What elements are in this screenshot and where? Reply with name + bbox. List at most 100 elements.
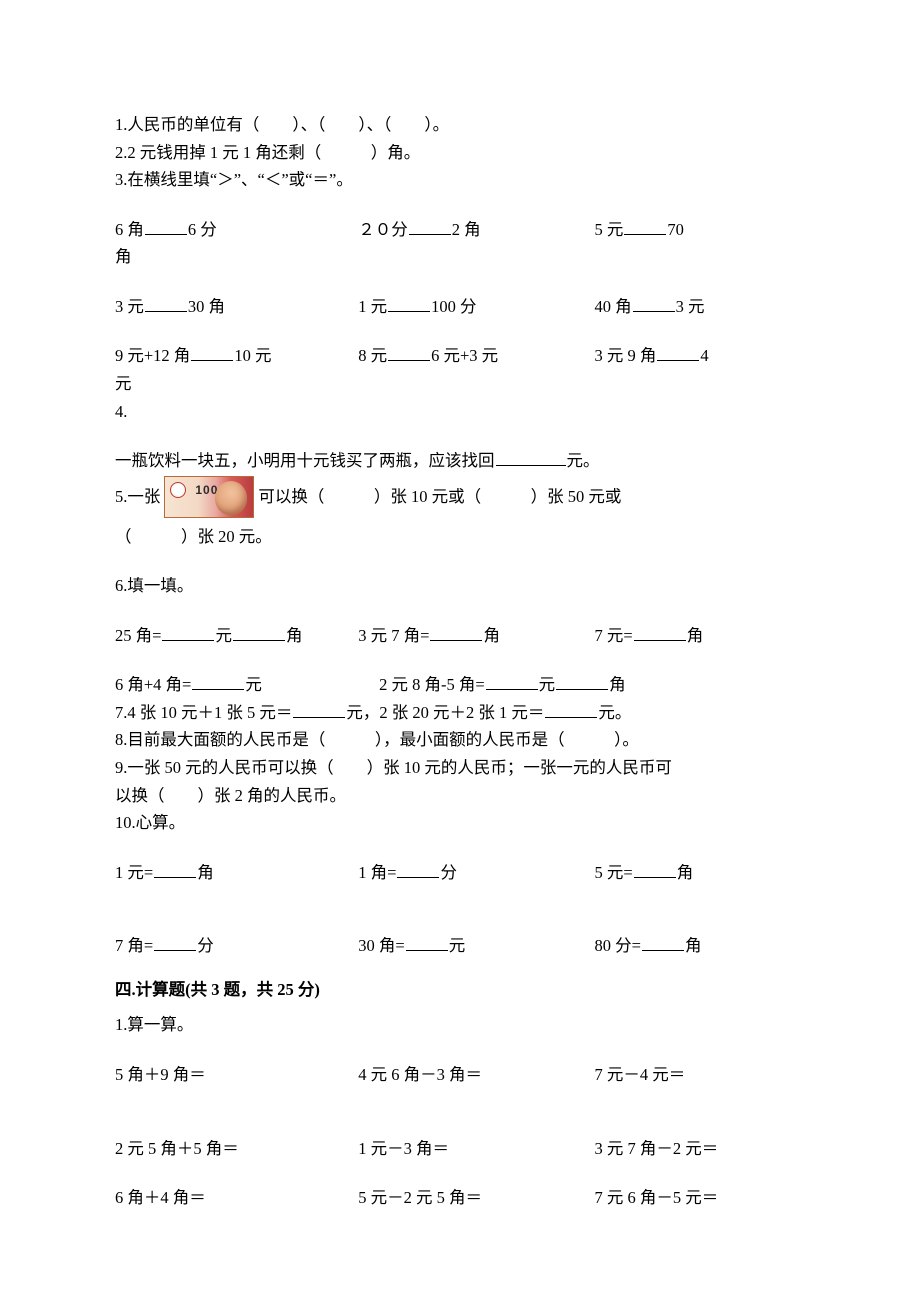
fill-blank[interactable] (430, 624, 482, 641)
q10-row2: 7 角=分 30 角=元 80 分=角 (115, 933, 810, 959)
text: 40 角 (595, 297, 632, 316)
cell: 7 元－4 元＝ (595, 1062, 810, 1088)
fill-blank[interactable] (192, 674, 244, 691)
q4-number: 4. (115, 399, 810, 425)
text: 2 元 8 角-5 角= (379, 675, 485, 694)
q10-header: 10.心算。 (115, 810, 810, 836)
fill-blank[interactable] (145, 218, 187, 235)
fill-blank[interactable] (388, 345, 430, 362)
text: 可以换（ ）张 10 元或（ ）张 50 元或 (258, 484, 621, 510)
fill-blank[interactable] (634, 624, 686, 641)
text: 分 (197, 936, 214, 955)
fill-blank[interactable] (162, 624, 214, 641)
fill-blank[interactable] (634, 861, 676, 878)
q1: 1.人民币的单位有（ ）、（ ）、（ ）。 (115, 112, 810, 138)
text: 角 (483, 626, 500, 645)
text: 6 角+4 角= (115, 675, 191, 694)
fill-blank[interactable] (486, 674, 538, 691)
text: 元 (449, 936, 466, 955)
text: 5 元= (595, 863, 633, 882)
fill-blank[interactable] (496, 449, 566, 466)
text: 5.一张 (115, 484, 160, 510)
cell: 5 角＋9 角＝ (115, 1062, 358, 1088)
q3-row1-wrap: 角 (115, 244, 810, 270)
cell: 3 元 30 角 (115, 294, 358, 320)
q6-row1: 25 角=元角 3 元 7 角=角 7 元=角 (115, 623, 810, 649)
fill-blank[interactable] (545, 701, 597, 718)
cell: 1 角=分 (358, 860, 594, 886)
s4-row1: 5 角＋9 角＝ 4 元 6 角－3 角＝ 7 元－4 元＝ (115, 1062, 810, 1088)
text: 1 元= (115, 863, 153, 882)
text: 2 角 (452, 220, 481, 239)
s4-q1-header: 1.算一算。 (115, 1012, 810, 1038)
cell: 7 元 6 角－5 元＝ (595, 1185, 810, 1211)
text: 80 分= (595, 936, 641, 955)
text: 3 元 7 角= (358, 626, 429, 645)
fill-blank[interactable] (556, 674, 608, 691)
cell: 6 角+4 角= 元 (115, 672, 379, 698)
fill-blank[interactable] (145, 295, 187, 312)
text: 元。 (598, 703, 631, 722)
q3-row2: 3 元 30 角 1 元100 分 40 角 3 元 (115, 294, 810, 320)
rmb-100-note-image: 100 (164, 476, 254, 518)
cell: 1 元100 分 (358, 294, 594, 320)
cell: 30 角=元 (358, 933, 594, 959)
text: 7.4 张 10 元＋1 张 5 元＝ (115, 703, 292, 722)
cell: 40 角 3 元 (595, 294, 810, 320)
q3-row1: 6 角6 分 ２０分2 角 5 元70 (115, 217, 810, 243)
fill-blank[interactable] (406, 935, 448, 952)
q3-header: 3.在横线里填“＞”、“＜”或“＝”。 (115, 167, 810, 193)
text: 8 元 (358, 346, 387, 365)
text: 10 元 (234, 346, 271, 365)
text: 1 角= (358, 863, 396, 882)
worksheet-page: 1.人民币的单位有（ ）、（ ）、（ ）。 2.2 元钱用掉 1 元 1 角还剩… (0, 0, 920, 1273)
cell: 1 元－3 角＝ (358, 1136, 594, 1162)
fill-blank[interactable] (397, 861, 439, 878)
fill-blank[interactable] (409, 218, 451, 235)
q2: 2.2 元钱用掉 1 元 1 角还剩（ ）角。 (115, 140, 810, 166)
text: 元 (539, 675, 556, 694)
portrait-icon (215, 481, 247, 515)
text: 3 元 9 角 (595, 346, 657, 365)
fill-blank[interactable] (633, 295, 675, 312)
text: 一瓶饮料一块五，小明用十元钱买了两瓶，应该找回 (115, 451, 495, 470)
cell: 5 元=角 (595, 860, 810, 886)
text: 6 元+3 元 (431, 346, 498, 365)
s4-row3: 6 角＋4 角＝ 5 元－2 元 5 角＝ 7 元 6 角－5 元＝ (115, 1185, 810, 1211)
fill-blank[interactable] (642, 935, 684, 952)
cell: 1 元=角 (115, 860, 358, 886)
cell: ２０分 2 角 (358, 217, 594, 243)
text: 7 角= (115, 936, 153, 955)
fill-blank[interactable] (154, 935, 196, 952)
cell: 9 元+12 角 10 元 (115, 343, 358, 369)
fill-blank[interactable] (293, 701, 345, 718)
cell: 3 元 9 角4 (595, 343, 810, 369)
text: 6 分 (188, 220, 217, 239)
cell: 2 元 8 角-5 角=元角 (379, 672, 810, 698)
q9-line1: 9.一张 50 元的人民币可以换（ ）张 10 元的人民币；一张一元的人民币可 (115, 755, 810, 781)
text: ２０分 (358, 220, 408, 239)
q5-line2: （ ）张 20 元。 (115, 524, 810, 550)
text: 30 角 (188, 297, 225, 316)
fill-blank[interactable] (657, 345, 699, 362)
fill-blank[interactable] (191, 345, 233, 362)
cell: 8 元 6 元+3 元 (358, 343, 594, 369)
text: 3 元 (115, 297, 144, 316)
cell: 7 元= 角 (595, 623, 810, 649)
text: 角 (687, 626, 704, 645)
text: 9 元+12 角 (115, 346, 190, 365)
fill-blank[interactable] (154, 861, 196, 878)
text: 元 (245, 675, 262, 694)
text: 7 元= (595, 626, 633, 645)
text: 元，2 张 20 元＋2 张 1 元＝ (346, 703, 544, 722)
cell: 3 元 7 角－2 元＝ (595, 1136, 810, 1162)
fill-blank[interactable] (388, 295, 430, 312)
cell: 6 角＋4 角＝ (115, 1185, 358, 1211)
text: 3 元 (676, 297, 705, 316)
q8: 8.目前最大面额的人民币是（ ），最小面额的人民币是（ ）。 (115, 727, 810, 753)
cell: 5 元－2 元 5 角＝ (358, 1185, 594, 1211)
cell: 7 角= 分 (115, 933, 358, 959)
fill-blank[interactable] (624, 218, 666, 235)
q3-row3: 9 元+12 角 10 元 8 元 6 元+3 元 3 元 9 角4 (115, 343, 810, 369)
fill-blank[interactable] (233, 624, 285, 641)
